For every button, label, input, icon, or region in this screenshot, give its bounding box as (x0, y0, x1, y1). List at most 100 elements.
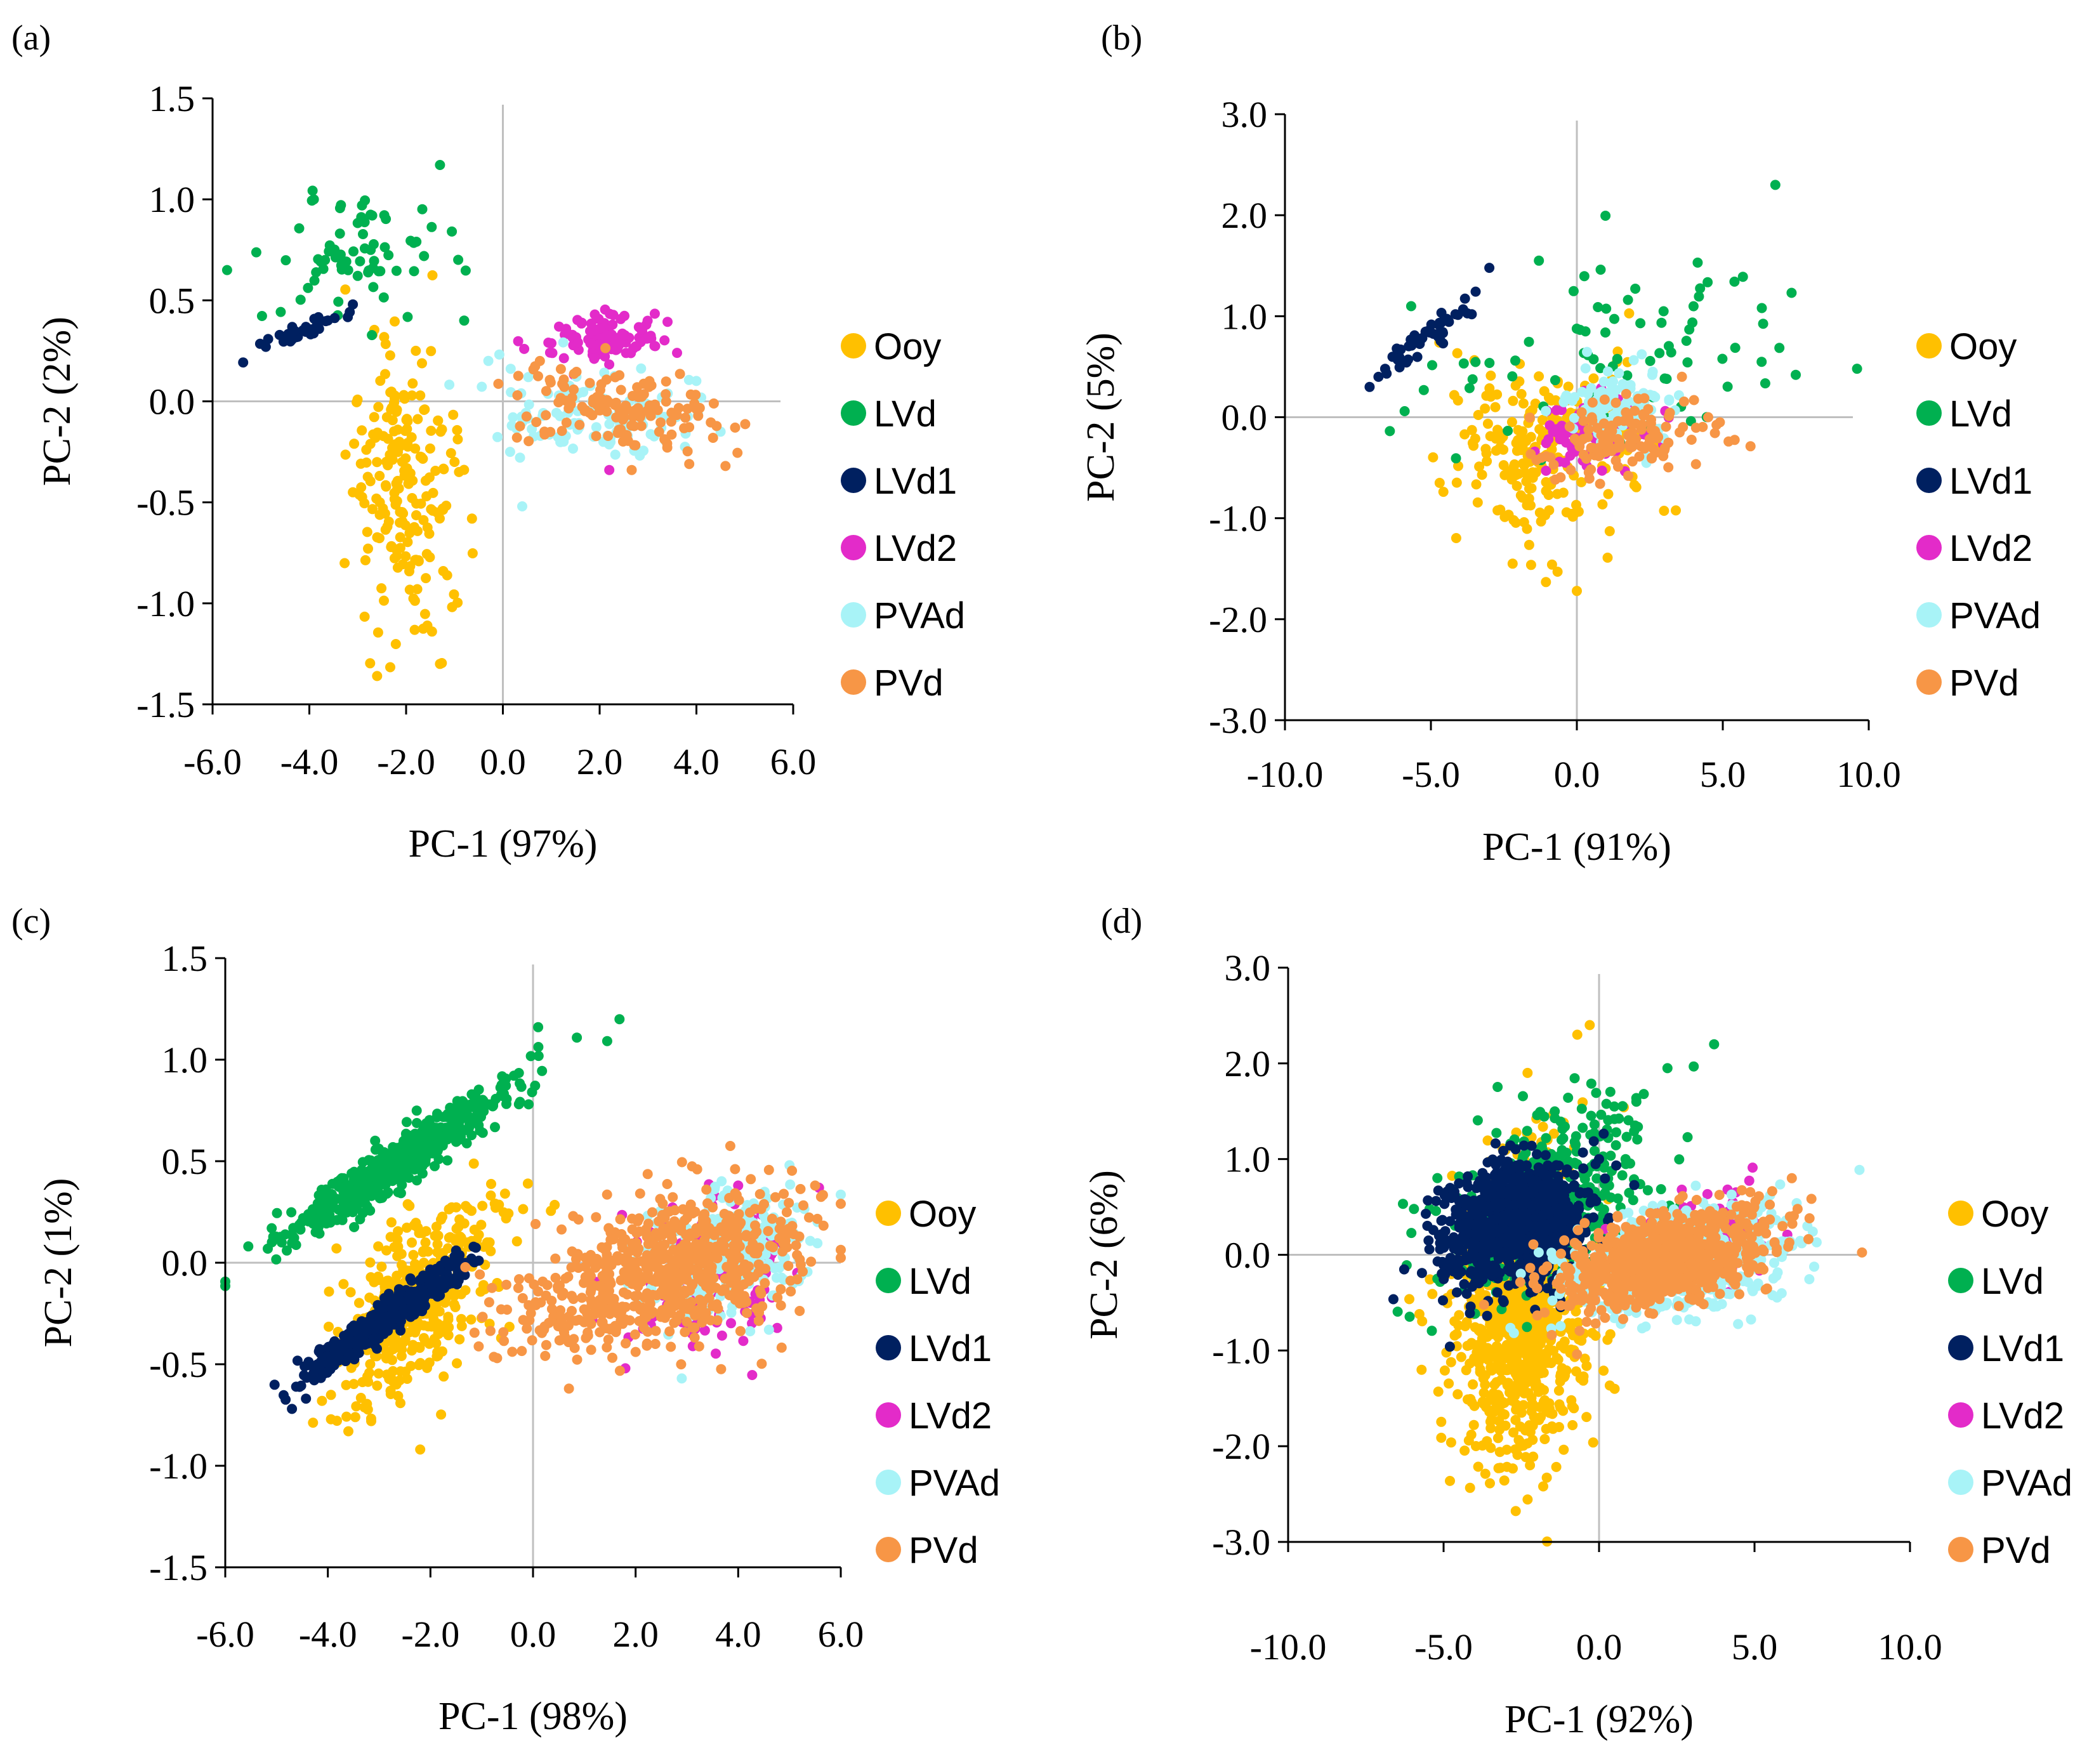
x-tick-label: -6.0 (183, 741, 242, 782)
data-point (756, 1359, 767, 1369)
data-point (541, 386, 551, 397)
data-point (490, 1198, 501, 1209)
data-point (608, 1234, 619, 1245)
data-point (341, 1355, 352, 1366)
data-point (1663, 462, 1674, 473)
y-tick-label: 0.0 (149, 381, 195, 423)
legend-marker (1916, 468, 1942, 493)
x-axis-title: PC-1 (98%) (438, 1695, 628, 1738)
data-point (591, 422, 602, 433)
data-point (1729, 435, 1740, 445)
data-point (338, 1279, 349, 1289)
data-point (453, 254, 464, 265)
data-point (1659, 373, 1670, 384)
legend-marker (876, 1268, 901, 1293)
data-points (220, 1014, 846, 1455)
data-point (1485, 1478, 1495, 1489)
data-point (443, 1314, 454, 1325)
data-point (1729, 276, 1740, 287)
data-point (1525, 449, 1536, 459)
data-point (615, 1214, 626, 1225)
series-lvd1 (269, 1241, 484, 1414)
data-point (459, 1218, 470, 1229)
data-point (1612, 353, 1623, 364)
data-point (466, 1314, 477, 1325)
data-point (594, 1280, 605, 1291)
legend-marker (876, 1335, 901, 1360)
data-point (390, 1339, 401, 1350)
x-tick-label: -4.0 (280, 741, 339, 782)
data-point (1459, 429, 1470, 440)
data-point (1541, 577, 1551, 588)
data-point (614, 370, 625, 381)
data-point (661, 376, 671, 387)
data-point (1458, 358, 1469, 369)
data-point (1426, 319, 1437, 330)
data-point (1648, 390, 1659, 401)
data-point (682, 404, 693, 414)
data-point (349, 438, 360, 449)
data-point (629, 1291, 640, 1301)
data-point (626, 420, 636, 431)
data-point (379, 210, 390, 221)
data-point (595, 323, 606, 334)
data-point (662, 317, 673, 327)
data-point (418, 515, 429, 525)
data-point (1595, 363, 1606, 374)
legend-label: PVd (1949, 662, 2019, 704)
data-point (454, 1134, 465, 1145)
data-point (1612, 346, 1623, 357)
data-point (1709, 428, 1720, 438)
data-point (563, 1383, 574, 1394)
data-point (634, 1226, 645, 1237)
data-point (1484, 358, 1495, 368)
data-point (1468, 1379, 1478, 1390)
data-point (391, 265, 402, 276)
data-point (1652, 433, 1663, 444)
data-point (1373, 371, 1384, 382)
data-point (783, 1261, 794, 1271)
data-point (1544, 1343, 1555, 1354)
data-point (1671, 505, 1681, 516)
data-point (421, 1226, 431, 1237)
data-point (407, 493, 418, 503)
data-point (372, 1343, 382, 1354)
data-point (600, 1244, 610, 1254)
data-point (417, 358, 427, 369)
x-tick-label: 6.0 (770, 741, 817, 782)
data-point (574, 419, 585, 430)
data-point (515, 1096, 525, 1107)
data-point (291, 1381, 301, 1392)
data-point (1467, 374, 1478, 385)
data-point (1480, 1468, 1491, 1479)
data-point (569, 369, 579, 379)
data-point (1520, 1452, 1531, 1463)
data-point (1466, 1430, 1477, 1440)
data-point (405, 1295, 416, 1305)
data-point (601, 374, 612, 385)
data-point (400, 1366, 411, 1377)
data-point (1470, 433, 1480, 444)
data-point (621, 348, 631, 359)
data-point (1466, 309, 1477, 320)
data-point (666, 416, 676, 427)
data-point (659, 335, 670, 346)
data-point (508, 412, 518, 423)
data-point (654, 426, 664, 437)
data-point (1730, 343, 1741, 353)
data-point (504, 447, 515, 457)
y-tick-label: 0.5 (162, 1141, 208, 1182)
x-tick-label: 2.0 (612, 1614, 659, 1655)
y-tick-label: -1.5 (149, 1547, 207, 1588)
data-point (381, 1188, 392, 1199)
data-point (341, 1379, 352, 1390)
data-point (373, 402, 384, 412)
data-point (636, 363, 647, 374)
data-point (395, 1188, 406, 1199)
data-point (682, 446, 693, 457)
data-point (400, 551, 411, 562)
data-point (584, 1272, 595, 1282)
data-point (550, 1253, 561, 1264)
data-point (494, 349, 504, 360)
